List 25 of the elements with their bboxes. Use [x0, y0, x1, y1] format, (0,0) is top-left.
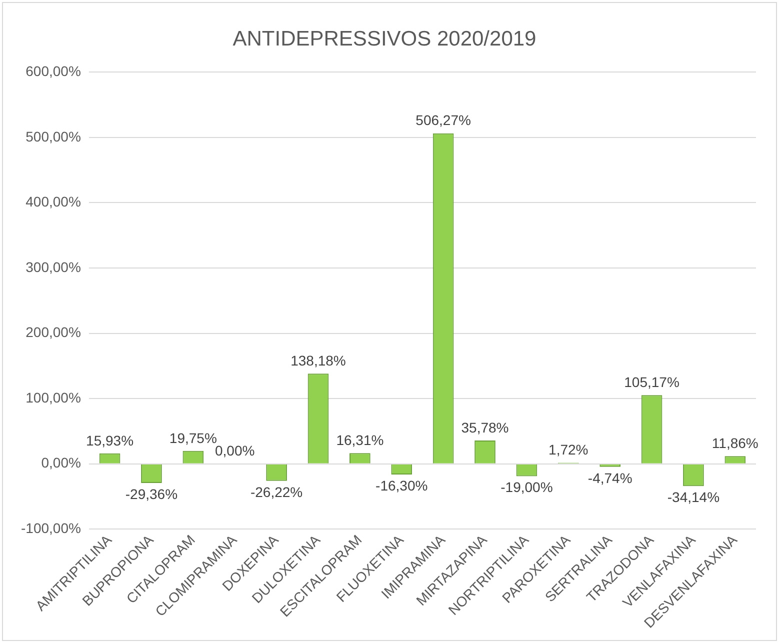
data-label: 105,17% — [624, 374, 680, 390]
data-label: -16,30% — [376, 477, 428, 494]
data-label: 15,93% — [86, 432, 134, 448]
data-label: 35,78% — [461, 419, 509, 436]
data-label: 138,18% — [290, 352, 346, 368]
data-label: -19,00% — [500, 479, 553, 496]
y-tick-label: 0,00% — [41, 454, 81, 471]
y-tick-label: 500,00% — [26, 128, 81, 144]
y-tick-label: 300,00% — [26, 258, 81, 275]
data-label: 506,27% — [416, 112, 471, 128]
y-tick-label: -100,00% — [20, 520, 81, 536]
data-label: -4,74% — [588, 470, 632, 486]
data-label: 0,00% — [215, 442, 255, 459]
y-tick-label: 600,00% — [26, 63, 81, 80]
y-tick-label: 200,00% — [26, 324, 81, 340]
data-label: -26,22% — [250, 484, 303, 500]
y-tick-label: 400,00% — [26, 194, 81, 210]
data-label: 11,86% — [712, 434, 758, 451]
data-label: -29,36% — [125, 486, 178, 502]
data-label: 16,31% — [336, 432, 384, 448]
data-label: 19,75% — [169, 430, 217, 446]
y-tick-label: 100,00% — [26, 389, 81, 406]
chart-title: ANTIDEPRESSIVOS 2020/2019 — [232, 27, 536, 50]
data-label: 1,72% — [548, 442, 588, 458]
data-label: -34,14% — [667, 488, 720, 505]
